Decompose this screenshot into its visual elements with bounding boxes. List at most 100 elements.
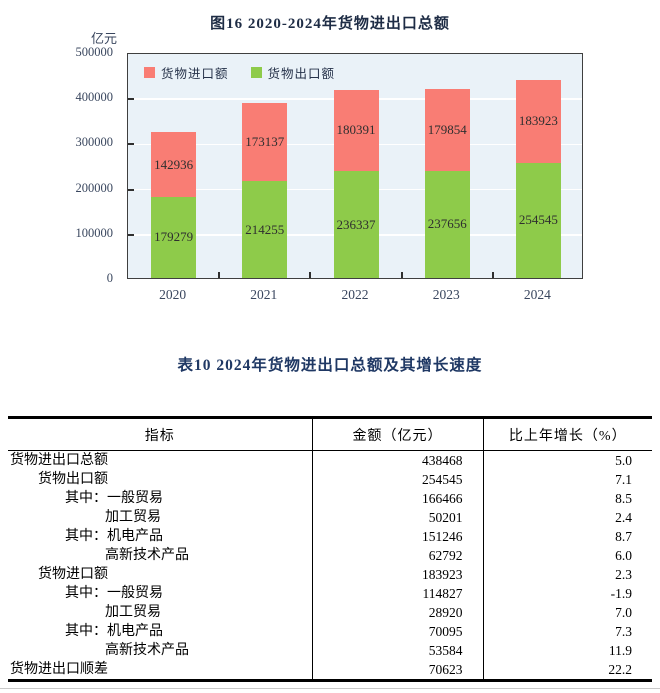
bar-value-label: 236337 bbox=[336, 216, 376, 232]
growth-cell: 5.0 bbox=[482, 450, 652, 470]
x-axis-tick-mark bbox=[400, 272, 403, 278]
table-row: 高新技术产品 62792 6.0 bbox=[8, 546, 652, 565]
amount-cell: 70095 bbox=[311, 622, 483, 641]
column-header-growth: 比上年增长（%） bbox=[482, 417, 652, 451]
table-header-row: 指标 金额（亿元） 比上年增长（%） bbox=[8, 417, 652, 451]
x-axis-tick-mark bbox=[309, 272, 312, 278]
y-axis-tick-mark bbox=[128, 188, 134, 191]
bar-segment-货物出口额: 254545 bbox=[515, 162, 561, 278]
legend-label: 货物出口额 bbox=[267, 67, 336, 81]
y-axis-tick-labels: 0 100000 200000 300000 400000 500000 bbox=[0, 45, 119, 285]
amount-cell: 53584 bbox=[311, 641, 483, 660]
x-axis-tick-mark bbox=[218, 272, 221, 278]
bar-segment-货物进口额: 180391 bbox=[333, 89, 379, 172]
growth-cell: 6.0 bbox=[482, 546, 652, 565]
indicator-cell: 货物出口额 bbox=[38, 472, 108, 487]
table-row: 高新技术产品 53584 11.9 bbox=[8, 641, 652, 660]
x-axis-tick-labels: 2020 2021 2022 2023 2024 bbox=[127, 285, 583, 303]
table-row: 其中：机电产品 151246 8.7 bbox=[8, 527, 652, 546]
growth-cell: 7.1 bbox=[482, 470, 652, 489]
legend-item: 货物出口额 bbox=[250, 63, 336, 82]
amount-cell: 70623 bbox=[311, 660, 483, 681]
bar-value-label: 180391 bbox=[336, 122, 376, 138]
amount-cell: 28920 bbox=[311, 603, 483, 622]
figure-title: 图16 2020-2024年货物进出口总额 bbox=[210, 16, 450, 32]
growth-cell: 2.4 bbox=[482, 508, 652, 527]
growth-cell: 7.0 bbox=[482, 603, 652, 622]
bar-value-label: 179854 bbox=[427, 121, 467, 137]
growth-cell: 8.7 bbox=[482, 527, 652, 546]
amount-cell: 183923 bbox=[311, 565, 483, 584]
indicator-cell: 其中：机电产品 bbox=[65, 624, 163, 639]
table-row: 货物进出口顺差 70623 22.2 bbox=[8, 660, 652, 681]
amount-cell: 438468 bbox=[311, 450, 483, 470]
table-title: 表10 2024年货物进出口总额及其增长速度 bbox=[177, 357, 483, 374]
column-header-indicator: 指标 bbox=[8, 417, 312, 451]
amount-cell: 166466 bbox=[311, 489, 483, 508]
amount-cell: 50201 bbox=[311, 508, 483, 527]
indicator-cell: 货物进出口总额 bbox=[10, 453, 108, 468]
amount-cell: 254545 bbox=[311, 470, 483, 489]
bar-value-label: 183923 bbox=[518, 113, 558, 129]
bar-segment-货物出口额: 236337 bbox=[333, 171, 379, 278]
y-axis-tick-label: 400000 bbox=[75, 90, 114, 105]
bar-segment-货物进口额: 142936 bbox=[151, 132, 197, 197]
y-axis-tick-mark bbox=[128, 233, 134, 236]
x-axis-tick-label: 2020 bbox=[159, 287, 187, 302]
x-axis-tick-label: 2024 bbox=[523, 287, 551, 302]
y-axis-unit-label: 亿元 bbox=[90, 31, 117, 46]
data-table: 指标 金额（亿元） 比上年增长（%） 货物进出口总额 438468 5.0 货物出口额… bbox=[8, 416, 652, 682]
bar-segment-货物进口额: 183923 bbox=[515, 79, 561, 163]
y-axis-tick-mark bbox=[128, 98, 134, 101]
bar-segment-货物出口额: 237656 bbox=[424, 170, 470, 278]
table-row: 其中：一般贸易 114827 -1.9 bbox=[8, 584, 652, 603]
amount-cell: 151246 bbox=[311, 527, 483, 546]
indicator-cell: 高新技术产品 bbox=[105, 548, 189, 563]
chart-legend: 货物进口额 货物出口额 bbox=[144, 63, 335, 82]
y-axis-tick-label: 200000 bbox=[75, 180, 114, 195]
table-row: 加工贸易 28920 7.0 bbox=[8, 603, 652, 622]
y-axis-tick-mark bbox=[128, 143, 134, 146]
bar-value-label: 142936 bbox=[154, 156, 194, 172]
table-row: 货物出口额 254545 7.1 bbox=[8, 470, 652, 489]
y-axis-tick-label: 0 bbox=[106, 271, 113, 285]
x-axis-tick-mark bbox=[491, 272, 494, 278]
stacked-bar-chart-plot-area: 货物进口额 货物出口额 179279 142936 214255 173137 23633… bbox=[127, 53, 583, 279]
growth-cell: 8.5 bbox=[482, 489, 652, 508]
bar-value-label: 173137 bbox=[245, 134, 285, 150]
bar-value-label: 179279 bbox=[154, 229, 194, 245]
table-row: 其中：一般贸易 166466 8.5 bbox=[8, 489, 652, 508]
table-row: 加工贸易 50201 2.4 bbox=[8, 508, 652, 527]
indicator-cell: 加工贸易 bbox=[105, 510, 161, 525]
indicator-cell: 其中：机电产品 bbox=[65, 529, 163, 544]
bottom-divider bbox=[0, 688, 660, 689]
indicator-cell: 其中：一般贸易 bbox=[65, 586, 163, 601]
indicator-cell: 货物进出口顺差 bbox=[10, 662, 108, 677]
indicator-cell: 其中：一般贸易 bbox=[65, 491, 163, 506]
table-row: 其中：机电产品 70095 7.3 bbox=[8, 622, 652, 641]
legend-label: 货物进口额 bbox=[161, 67, 229, 81]
bar-segment-货物进口额: 179854 bbox=[424, 89, 470, 171]
bar-value-label: 237656 bbox=[427, 216, 467, 232]
x-axis-tick-label: 2021 bbox=[250, 287, 278, 302]
legend-swatch-icon bbox=[144, 67, 155, 78]
bar-segment-货物进口额: 173137 bbox=[242, 102, 288, 182]
growth-cell: 11.9 bbox=[482, 641, 652, 660]
amount-cell: 62792 bbox=[311, 546, 483, 565]
indicator-cell: 加工贸易 bbox=[105, 605, 161, 620]
y-axis-tick-label: 300000 bbox=[75, 135, 114, 150]
x-axis-tick-label: 2023 bbox=[432, 287, 460, 302]
y-axis-tick-label: 500000 bbox=[75, 45, 114, 59]
growth-cell: 22.2 bbox=[482, 660, 652, 681]
bar-segment-货物出口额: 179279 bbox=[151, 196, 197, 278]
bar-segment-货物出口额: 214255 bbox=[242, 181, 288, 278]
column-header-amount: 金额（亿元） bbox=[311, 417, 483, 451]
y-axis-tick-label: 100000 bbox=[75, 225, 114, 240]
legend-swatch-icon bbox=[250, 67, 262, 78]
x-axis-tick-label: 2022 bbox=[341, 287, 369, 302]
growth-cell: -1.9 bbox=[482, 584, 652, 603]
table-row: 货物进口额 183923 2.3 bbox=[8, 565, 652, 584]
indicator-cell: 高新技术产品 bbox=[105, 643, 189, 658]
legend-item: 货物进口额 bbox=[144, 63, 229, 82]
